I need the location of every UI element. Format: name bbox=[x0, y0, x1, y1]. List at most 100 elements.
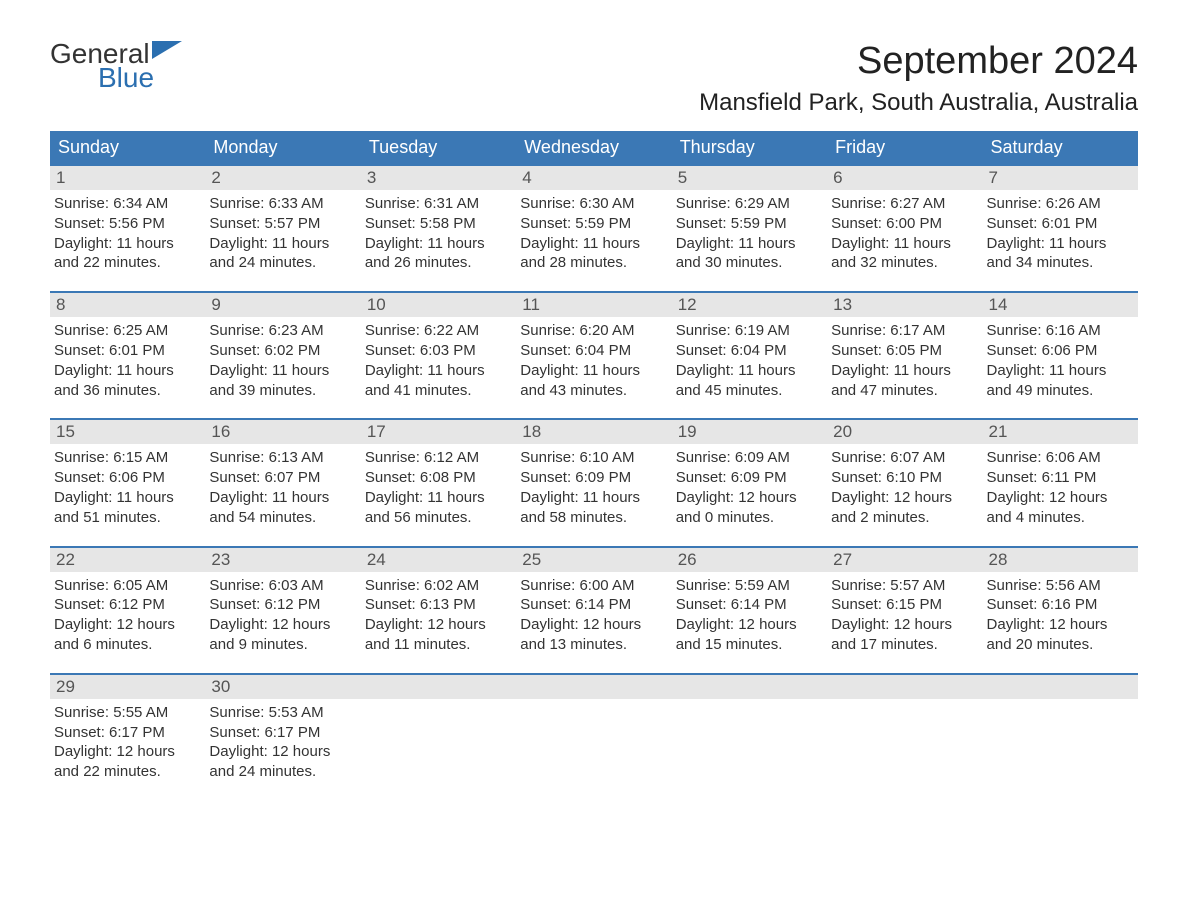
sunrise-text: Sunrise: 6:10 AM bbox=[520, 448, 665, 468]
daylight-text: Daylight: 12 hours and 22 minutes. bbox=[54, 742, 199, 782]
daylight-text: Daylight: 12 hours and 11 minutes. bbox=[365, 615, 510, 655]
week-row: 29Sunrise: 5:55 AMSunset: 6:17 PMDayligh… bbox=[50, 673, 1138, 786]
day-number bbox=[361, 675, 516, 699]
day-body: Sunrise: 6:33 AMSunset: 5:57 PMDaylight:… bbox=[205, 190, 360, 277]
day-number bbox=[983, 675, 1138, 699]
sunrise-text: Sunrise: 6:33 AM bbox=[209, 194, 354, 214]
day-body: Sunrise: 6:26 AMSunset: 6:01 PMDaylight:… bbox=[983, 190, 1138, 277]
day-number: 8 bbox=[50, 293, 205, 317]
day-cell: 23Sunrise: 6:03 AMSunset: 6:12 PMDayligh… bbox=[205, 548, 360, 659]
day-body: Sunrise: 6:12 AMSunset: 6:08 PMDaylight:… bbox=[361, 444, 516, 531]
day-body: Sunrise: 6:03 AMSunset: 6:12 PMDaylight:… bbox=[205, 572, 360, 659]
day-number: 24 bbox=[361, 548, 516, 572]
day-cell: 21Sunrise: 6:06 AMSunset: 6:11 PMDayligh… bbox=[983, 420, 1138, 531]
sunset-text: Sunset: 6:07 PM bbox=[209, 468, 354, 488]
day-number: 18 bbox=[516, 420, 671, 444]
sunset-text: Sunset: 5:59 PM bbox=[676, 214, 821, 234]
day-number: 29 bbox=[50, 675, 205, 699]
week-row: 15Sunrise: 6:15 AMSunset: 6:06 PMDayligh… bbox=[50, 418, 1138, 531]
day-number: 13 bbox=[827, 293, 982, 317]
daylight-text: Daylight: 11 hours and 43 minutes. bbox=[520, 361, 665, 401]
daylight-text: Daylight: 12 hours and 15 minutes. bbox=[676, 615, 821, 655]
day-body: Sunrise: 5:55 AMSunset: 6:17 PMDaylight:… bbox=[50, 699, 205, 786]
daylight-text: Daylight: 12 hours and 4 minutes. bbox=[987, 488, 1132, 528]
sunset-text: Sunset: 6:05 PM bbox=[831, 341, 976, 361]
day-cell: 4Sunrise: 6:30 AMSunset: 5:59 PMDaylight… bbox=[516, 166, 671, 277]
day-cell: 10Sunrise: 6:22 AMSunset: 6:03 PMDayligh… bbox=[361, 293, 516, 404]
daylight-text: Daylight: 11 hours and 45 minutes. bbox=[676, 361, 821, 401]
header: General Blue September 2024 Mansfield Pa… bbox=[50, 40, 1138, 117]
daylight-text: Daylight: 11 hours and 51 minutes. bbox=[54, 488, 199, 528]
calendar: SundayMondayTuesdayWednesdayThursdayFrid… bbox=[50, 131, 1138, 786]
day-header-sunday: Sunday bbox=[50, 131, 205, 164]
day-body: Sunrise: 6:16 AMSunset: 6:06 PMDaylight:… bbox=[983, 317, 1138, 404]
day-number: 27 bbox=[827, 548, 982, 572]
sunset-text: Sunset: 6:17 PM bbox=[54, 723, 199, 743]
day-header-wednesday: Wednesday bbox=[516, 131, 671, 164]
daylight-text: Daylight: 12 hours and 0 minutes. bbox=[676, 488, 821, 528]
day-number: 26 bbox=[672, 548, 827, 572]
sunset-text: Sunset: 6:10 PM bbox=[831, 468, 976, 488]
day-cell bbox=[516, 675, 671, 786]
day-body: Sunrise: 6:15 AMSunset: 6:06 PMDaylight:… bbox=[50, 444, 205, 531]
sunset-text: Sunset: 5:57 PM bbox=[209, 214, 354, 234]
day-cell: 20Sunrise: 6:07 AMSunset: 6:10 PMDayligh… bbox=[827, 420, 982, 531]
daylight-text: Daylight: 12 hours and 9 minutes. bbox=[209, 615, 354, 655]
sunset-text: Sunset: 5:56 PM bbox=[54, 214, 199, 234]
day-cell: 27Sunrise: 5:57 AMSunset: 6:15 PMDayligh… bbox=[827, 548, 982, 659]
logo: General Blue bbox=[50, 40, 182, 92]
day-cell: 17Sunrise: 6:12 AMSunset: 6:08 PMDayligh… bbox=[361, 420, 516, 531]
day-body: Sunrise: 5:53 AMSunset: 6:17 PMDaylight:… bbox=[205, 699, 360, 786]
sunrise-text: Sunrise: 6:05 AM bbox=[54, 576, 199, 596]
sunset-text: Sunset: 6:17 PM bbox=[209, 723, 354, 743]
daylight-text: Daylight: 11 hours and 39 minutes. bbox=[209, 361, 354, 401]
sunrise-text: Sunrise: 5:59 AM bbox=[676, 576, 821, 596]
day-body: Sunrise: 6:27 AMSunset: 6:00 PMDaylight:… bbox=[827, 190, 982, 277]
sunset-text: Sunset: 6:02 PM bbox=[209, 341, 354, 361]
week-row: 22Sunrise: 6:05 AMSunset: 6:12 PMDayligh… bbox=[50, 546, 1138, 659]
sunset-text: Sunset: 6:09 PM bbox=[520, 468, 665, 488]
sunrise-text: Sunrise: 6:12 AM bbox=[365, 448, 510, 468]
daylight-text: Daylight: 11 hours and 36 minutes. bbox=[54, 361, 199, 401]
sunrise-text: Sunrise: 6:22 AM bbox=[365, 321, 510, 341]
sunset-text: Sunset: 6:03 PM bbox=[365, 341, 510, 361]
day-cell bbox=[672, 675, 827, 786]
day-body: Sunrise: 6:13 AMSunset: 6:07 PMDaylight:… bbox=[205, 444, 360, 531]
day-cell bbox=[983, 675, 1138, 786]
day-number bbox=[516, 675, 671, 699]
sunset-text: Sunset: 6:11 PM bbox=[987, 468, 1132, 488]
day-body: Sunrise: 6:06 AMSunset: 6:11 PMDaylight:… bbox=[983, 444, 1138, 531]
daylight-text: Daylight: 12 hours and 13 minutes. bbox=[520, 615, 665, 655]
day-body: Sunrise: 6:23 AMSunset: 6:02 PMDaylight:… bbox=[205, 317, 360, 404]
day-number: 22 bbox=[50, 548, 205, 572]
sunrise-text: Sunrise: 6:09 AM bbox=[676, 448, 821, 468]
day-header-friday: Friday bbox=[827, 131, 982, 164]
day-cell: 22Sunrise: 6:05 AMSunset: 6:12 PMDayligh… bbox=[50, 548, 205, 659]
day-cell: 6Sunrise: 6:27 AMSunset: 6:00 PMDaylight… bbox=[827, 166, 982, 277]
day-number: 14 bbox=[983, 293, 1138, 317]
sunrise-text: Sunrise: 6:19 AM bbox=[676, 321, 821, 341]
sunset-text: Sunset: 6:09 PM bbox=[676, 468, 821, 488]
day-number: 25 bbox=[516, 548, 671, 572]
sunrise-text: Sunrise: 6:25 AM bbox=[54, 321, 199, 341]
day-header-monday: Monday bbox=[205, 131, 360, 164]
sunrise-text: Sunrise: 6:03 AM bbox=[209, 576, 354, 596]
day-number: 12 bbox=[672, 293, 827, 317]
day-number: 16 bbox=[205, 420, 360, 444]
logo-blue-text: Blue bbox=[98, 64, 182, 92]
day-number: 21 bbox=[983, 420, 1138, 444]
sunrise-text: Sunrise: 6:17 AM bbox=[831, 321, 976, 341]
day-body: Sunrise: 6:10 AMSunset: 6:09 PMDaylight:… bbox=[516, 444, 671, 531]
weeks-container: 1Sunrise: 6:34 AMSunset: 5:56 PMDaylight… bbox=[50, 164, 1138, 786]
day-cell bbox=[827, 675, 982, 786]
day-cell: 16Sunrise: 6:13 AMSunset: 6:07 PMDayligh… bbox=[205, 420, 360, 531]
day-cell: 8Sunrise: 6:25 AMSunset: 6:01 PMDaylight… bbox=[50, 293, 205, 404]
sunrise-text: Sunrise: 6:16 AM bbox=[987, 321, 1132, 341]
sunrise-text: Sunrise: 6:26 AM bbox=[987, 194, 1132, 214]
day-body: Sunrise: 6:25 AMSunset: 6:01 PMDaylight:… bbox=[50, 317, 205, 404]
week-row: 8Sunrise: 6:25 AMSunset: 6:01 PMDaylight… bbox=[50, 291, 1138, 404]
sunrise-text: Sunrise: 6:30 AM bbox=[520, 194, 665, 214]
day-body: Sunrise: 6:22 AMSunset: 6:03 PMDaylight:… bbox=[361, 317, 516, 404]
week-row: 1Sunrise: 6:34 AMSunset: 5:56 PMDaylight… bbox=[50, 164, 1138, 277]
sunrise-text: Sunrise: 6:06 AM bbox=[987, 448, 1132, 468]
